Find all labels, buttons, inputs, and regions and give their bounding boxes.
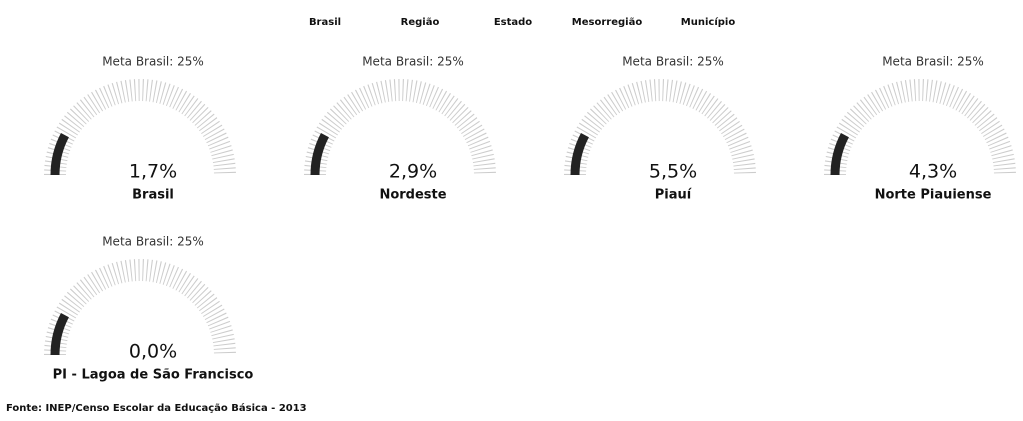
nav-item[interactable]: Estado	[494, 17, 532, 28]
gauge-fill	[50, 312, 69, 356]
gauge: Meta Brasil: 25% 4,3% Norte Piauiense	[824, 55, 1016, 203]
gauge-name: Norte Piauiense	[875, 188, 992, 203]
gauge: Meta Brasil: 25% 5,5% Piauí	[564, 55, 756, 203]
gauge-value: 0,0%	[129, 341, 177, 363]
gauge: Meta Brasil: 25% 1,7% Brasil	[44, 55, 236, 203]
nav-item[interactable]: Mesorregião	[572, 17, 643, 28]
gauge: Meta Brasil: 25% 2,9% Nordeste	[304, 55, 496, 203]
gauge-name: Brasil	[132, 188, 174, 203]
gauge-name: Nordeste	[379, 188, 446, 203]
gauge-title: Meta Brasil: 25%	[362, 55, 464, 69]
gauge-fill	[310, 132, 329, 176]
footer: Fonte: INEP/Censo Escolar da Educação Bá…	[6, 402, 307, 414]
gauge-name: PI - Lagoa de São Francisco	[53, 368, 254, 383]
gauge-fill	[830, 132, 849, 176]
nav-item[interactable]: Região	[401, 17, 440, 28]
gauge-fill	[50, 132, 69, 176]
nav-item[interactable]: Município	[681, 16, 736, 28]
gauge-name: Piauí	[655, 188, 693, 203]
gauge: Meta Brasil: 25% 0,0% PI - Lagoa de São Fr…	[44, 235, 254, 383]
gauge-value: 2,9%	[389, 161, 437, 183]
gauge-title: Meta Brasil: 25%	[622, 55, 724, 69]
gauge-value: 1,7%	[129, 161, 177, 183]
gauge-title: Meta Brasil: 25%	[102, 235, 204, 249]
gauge-value: 5,5%	[649, 161, 697, 183]
gauge-fill	[570, 132, 589, 176]
gauge-title: Meta Brasil: 25%	[102, 55, 204, 69]
gauge-title: Meta Brasil: 25%	[882, 55, 984, 69]
gauge-value: 4,3%	[909, 161, 957, 183]
nav-item[interactable]: Brasil	[309, 17, 341, 28]
